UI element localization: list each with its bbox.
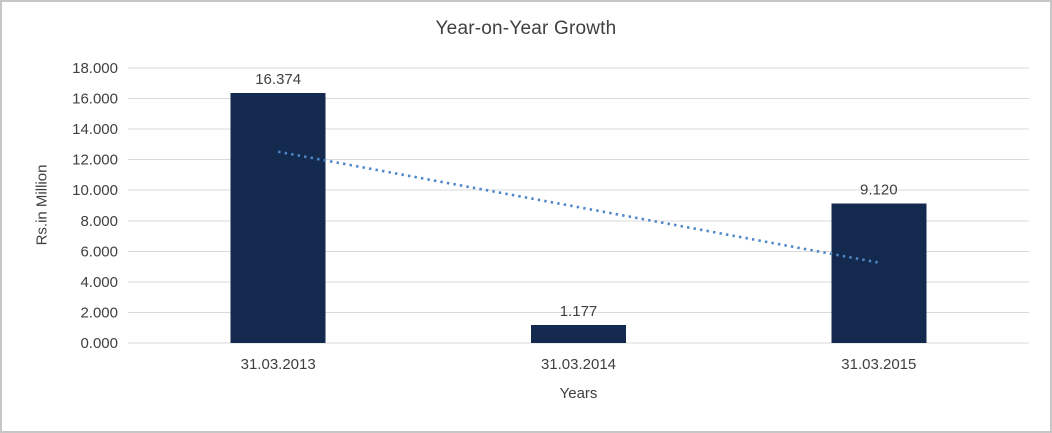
y-tick-label: 0.000 (80, 335, 118, 352)
y-tick-label: 10.000 (72, 182, 118, 199)
bar-value-label: 9.120 (860, 182, 898, 199)
y-tick-label: 4.000 (80, 274, 118, 291)
trendline (277, 150, 880, 264)
x-category-label: 31.03.2014 (541, 356, 616, 373)
bar (230, 92, 326, 343)
y-tick-label: 6.000 (80, 243, 118, 260)
bar-value-label: 1.177 (560, 303, 598, 320)
bar (831, 203, 927, 343)
y-tick-label: 12.000 (72, 152, 118, 169)
y-tick-label: 14.000 (72, 121, 118, 138)
y-tick-label: 16.000 (72, 91, 118, 108)
x-category-label: 31.03.2013 (241, 356, 316, 373)
x-category-label: 31.03.2015 (841, 356, 916, 373)
y-tick-label: 2.000 (80, 304, 118, 321)
y-tick-label: 18.000 (72, 60, 118, 77)
bar (531, 325, 626, 343)
chart-title: Year-on-Year Growth (435, 18, 617, 39)
bar-value-label: 16.374 (255, 71, 301, 88)
y-tick-label: 8.000 (80, 213, 118, 230)
x-axis-title: Years (559, 385, 598, 402)
